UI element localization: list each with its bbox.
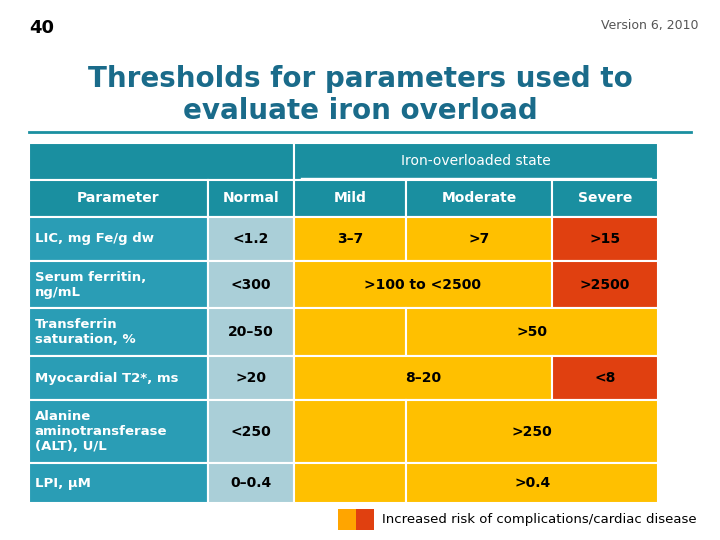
Text: Alanine
aminotransferase
(ALT), U/L: Alanine aminotransferase (ALT), U/L (35, 410, 167, 453)
FancyBboxPatch shape (207, 261, 294, 308)
FancyBboxPatch shape (406, 217, 552, 261)
Text: >15: >15 (590, 232, 621, 246)
Text: <1.2: <1.2 (233, 232, 269, 246)
FancyBboxPatch shape (207, 356, 294, 400)
Text: LPI, μM: LPI, μM (35, 477, 91, 490)
FancyBboxPatch shape (406, 308, 658, 356)
Text: 20–50: 20–50 (228, 326, 274, 339)
Text: <8: <8 (595, 372, 616, 386)
Text: 0–0.4: 0–0.4 (230, 476, 271, 490)
FancyBboxPatch shape (294, 180, 406, 217)
Text: >2500: >2500 (580, 278, 630, 292)
Text: Iron-overloaded state: Iron-overloaded state (401, 154, 551, 168)
Text: 3–7: 3–7 (337, 232, 363, 246)
FancyBboxPatch shape (294, 400, 406, 463)
Text: >20: >20 (235, 372, 266, 386)
FancyBboxPatch shape (207, 308, 294, 356)
FancyBboxPatch shape (294, 356, 552, 400)
FancyBboxPatch shape (294, 261, 552, 308)
FancyBboxPatch shape (406, 180, 552, 217)
Text: >7: >7 (469, 232, 490, 246)
Text: >100 to <2500: >100 to <2500 (364, 278, 482, 292)
FancyBboxPatch shape (552, 261, 658, 308)
FancyBboxPatch shape (294, 217, 406, 261)
FancyBboxPatch shape (29, 143, 294, 180)
Text: 40: 40 (29, 19, 54, 37)
FancyBboxPatch shape (29, 261, 207, 308)
Text: Thresholds for parameters used to
evaluate iron overload: Thresholds for parameters used to evalua… (88, 65, 632, 125)
Text: Severe: Severe (578, 191, 632, 205)
FancyBboxPatch shape (552, 217, 658, 261)
FancyBboxPatch shape (552, 180, 658, 217)
Text: Mild: Mild (333, 191, 366, 205)
FancyBboxPatch shape (207, 400, 294, 463)
Text: Version 6, 2010: Version 6, 2010 (601, 19, 698, 32)
Text: >0.4: >0.4 (514, 476, 550, 490)
Text: Parameter: Parameter (77, 191, 160, 205)
FancyBboxPatch shape (406, 400, 658, 463)
Text: >250: >250 (512, 424, 552, 438)
Text: Normal: Normal (222, 191, 279, 205)
Text: LIC, mg Fe/g dw: LIC, mg Fe/g dw (35, 232, 153, 245)
Text: <250: <250 (230, 424, 271, 438)
FancyBboxPatch shape (356, 509, 374, 530)
Text: Serum ferritin,
ng/mL: Serum ferritin, ng/mL (35, 271, 146, 299)
FancyBboxPatch shape (207, 463, 294, 503)
FancyBboxPatch shape (29, 180, 207, 217)
Text: <300: <300 (230, 278, 271, 292)
FancyBboxPatch shape (406, 463, 658, 503)
Point (647, 175, 655, 181)
FancyBboxPatch shape (29, 217, 207, 261)
FancyBboxPatch shape (294, 143, 658, 180)
Text: Myocardial T2*, ms: Myocardial T2*, ms (35, 372, 178, 385)
FancyBboxPatch shape (29, 308, 207, 356)
FancyBboxPatch shape (29, 356, 207, 400)
Text: >50: >50 (517, 326, 548, 339)
FancyBboxPatch shape (294, 463, 406, 503)
FancyBboxPatch shape (207, 180, 294, 217)
FancyBboxPatch shape (338, 509, 356, 530)
FancyBboxPatch shape (29, 463, 207, 503)
FancyBboxPatch shape (552, 356, 658, 400)
Text: Transferrin
saturation, %: Transferrin saturation, % (35, 319, 135, 346)
Text: 8–20: 8–20 (405, 372, 441, 386)
Point (297, 175, 305, 181)
FancyBboxPatch shape (29, 400, 207, 463)
FancyBboxPatch shape (207, 217, 294, 261)
Text: Increased risk of complications/cardiac disease: Increased risk of complications/cardiac … (382, 513, 696, 526)
Text: Moderate: Moderate (441, 191, 517, 205)
FancyBboxPatch shape (294, 308, 406, 356)
